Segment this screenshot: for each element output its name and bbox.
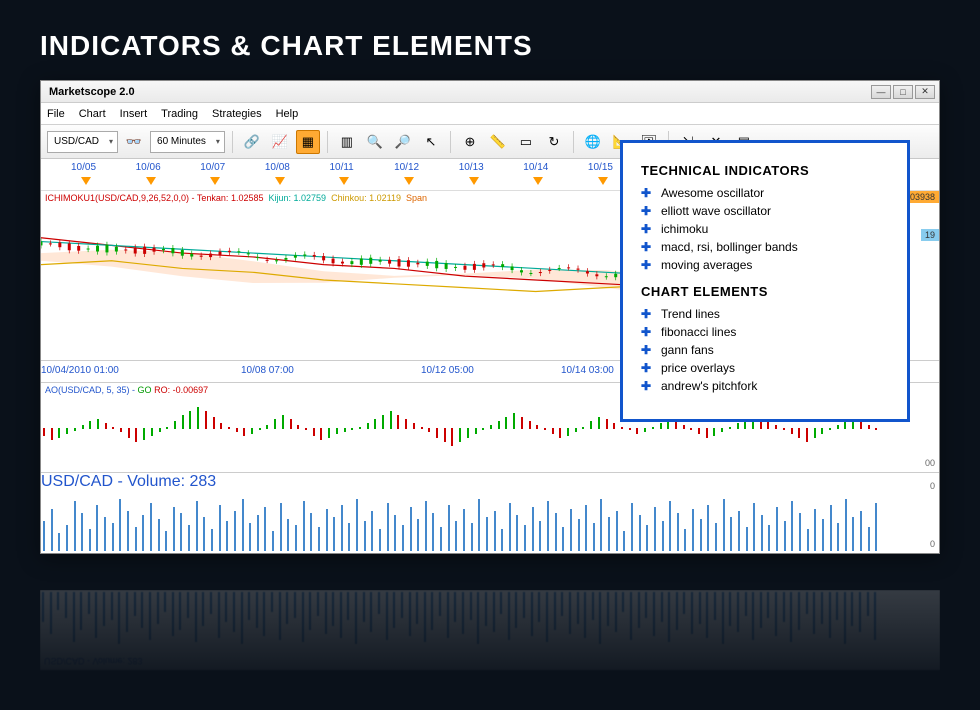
time-label: 10/14 03:00 — [561, 365, 614, 376]
time-label: 10/12 05:00 — [421, 365, 474, 376]
popup-item[interactable]: gann fans — [641, 341, 889, 359]
volume-y-low: 0 — [930, 539, 935, 549]
menu-file[interactable]: File — [47, 108, 65, 120]
date-label: 10/06 — [136, 162, 161, 173]
popup-item[interactable]: andrew's pitchfork — [641, 377, 889, 395]
bar-icon[interactable]: ▥ — [335, 130, 359, 154]
popup-section-title: TECHNICAL INDICATORS — [641, 163, 889, 178]
ao-y-zero: 00 — [925, 458, 935, 468]
timeframe-selector[interactable]: 60 Minutes — [150, 131, 225, 153]
date-label: 10/13 — [459, 162, 484, 173]
date-marker-icon — [275, 177, 285, 185]
separator — [232, 131, 233, 153]
link-icon[interactable]: 👓 — [122, 130, 146, 154]
popup-item[interactable]: macd, rsi, bollinger bands — [641, 238, 889, 256]
date-label: 10/15 — [588, 162, 613, 173]
date-marker-icon — [146, 177, 156, 185]
menu-insert[interactable]: Insert — [120, 108, 148, 120]
popup-item[interactable]: price overlays — [641, 359, 889, 377]
price-badge: 19 — [921, 229, 939, 241]
date-label: 10/12 — [394, 162, 419, 173]
ao-histogram — [43, 428, 889, 429]
time-label: 10/08 07:00 — [241, 365, 294, 376]
zoom-out-icon[interactable]: 🔎 — [391, 130, 415, 154]
window-controls: — □ ✕ — [871, 85, 935, 99]
date-marker-icon — [533, 177, 543, 185]
box-tool-icon[interactable]: ▭ — [514, 130, 538, 154]
date-label: 10/05 — [71, 162, 96, 173]
popup-item[interactable]: fibonacci lines — [641, 323, 889, 341]
minimize-button[interactable]: — — [871, 85, 891, 99]
chart-type-icon[interactable]: 📈 — [268, 130, 292, 154]
close-button[interactable]: ✕ — [915, 85, 935, 99]
popup-item[interactable]: Awesome oscillator — [641, 184, 889, 202]
date-label: 10/14 — [523, 162, 548, 173]
volume-legend: USD/CAD - Volume: 283 — [41, 473, 939, 491]
cursor-icon[interactable]: ↖ — [419, 130, 443, 154]
globe-icon[interactable]: 🌐 — [581, 130, 605, 154]
ichimoku-legend: ICHIMOKU1(USD/CAD,9,26,52,0,0) - Tenkan:… — [45, 193, 427, 203]
crosshair-icon[interactable]: ⊕ — [458, 130, 482, 154]
date-marker-icon — [81, 177, 91, 185]
popup-item[interactable]: ichimoku — [641, 220, 889, 238]
date-marker-icon — [339, 177, 349, 185]
titlebar: Marketscope 2.0 — □ ✕ — [41, 81, 939, 103]
refresh-icon[interactable]: ↻ — [542, 130, 566, 154]
reflection: USD/CAD - Volume: 283 — [40, 590, 940, 710]
date-marker-icon — [598, 177, 608, 185]
popup-item[interactable]: Trend lines — [641, 305, 889, 323]
zoom-in-icon[interactable]: 🔍 — [363, 130, 387, 154]
menubar: File Chart Insert Trading Strategies Help — [41, 103, 939, 125]
menu-trading[interactable]: Trading — [161, 108, 198, 120]
symbol-selector[interactable]: USD/CAD — [47, 131, 118, 153]
maximize-button[interactable]: □ — [893, 85, 913, 99]
date-label: 10/11 — [329, 162, 353, 173]
link-icon[interactable]: 🔗 — [240, 130, 264, 154]
time-label: 10/04/2010 01:00 — [41, 365, 119, 376]
menu-strategies[interactable]: Strategies — [212, 108, 262, 120]
volume-panel[interactable]: USD/CAD - Volume: 283 0 0 — [41, 473, 939, 553]
indicators-popup: TECHNICAL INDICATORS Awesome oscillatorel… — [620, 140, 910, 422]
popup-item[interactable]: elliott wave oscillator — [641, 202, 889, 220]
menu-help[interactable]: Help — [276, 108, 299, 120]
ao-legend: AO(USD/CAD, 5, 35) - GO RO: -0.00697 — [45, 385, 208, 395]
popup-section-title: CHART ELEMENTS — [641, 284, 889, 299]
date-marker-icon — [210, 177, 220, 185]
line-tool-icon[interactable]: 📏 — [486, 130, 510, 154]
volume-bars — [43, 491, 889, 551]
window-title: Marketscope 2.0 — [45, 86, 871, 98]
volume-y-zero: 0 — [930, 481, 935, 491]
page-title: INDICATORS & CHART ELEMENTS — [0, 0, 980, 62]
date-label: 10/08 — [265, 162, 290, 173]
menu-chart[interactable]: Chart — [79, 108, 106, 120]
date-label: 10/07 — [200, 162, 225, 173]
candle-icon[interactable]: ▦ — [296, 130, 320, 154]
popup-item[interactable]: moving averages — [641, 256, 889, 274]
date-marker-icon — [469, 177, 479, 185]
date-marker-icon — [404, 177, 414, 185]
